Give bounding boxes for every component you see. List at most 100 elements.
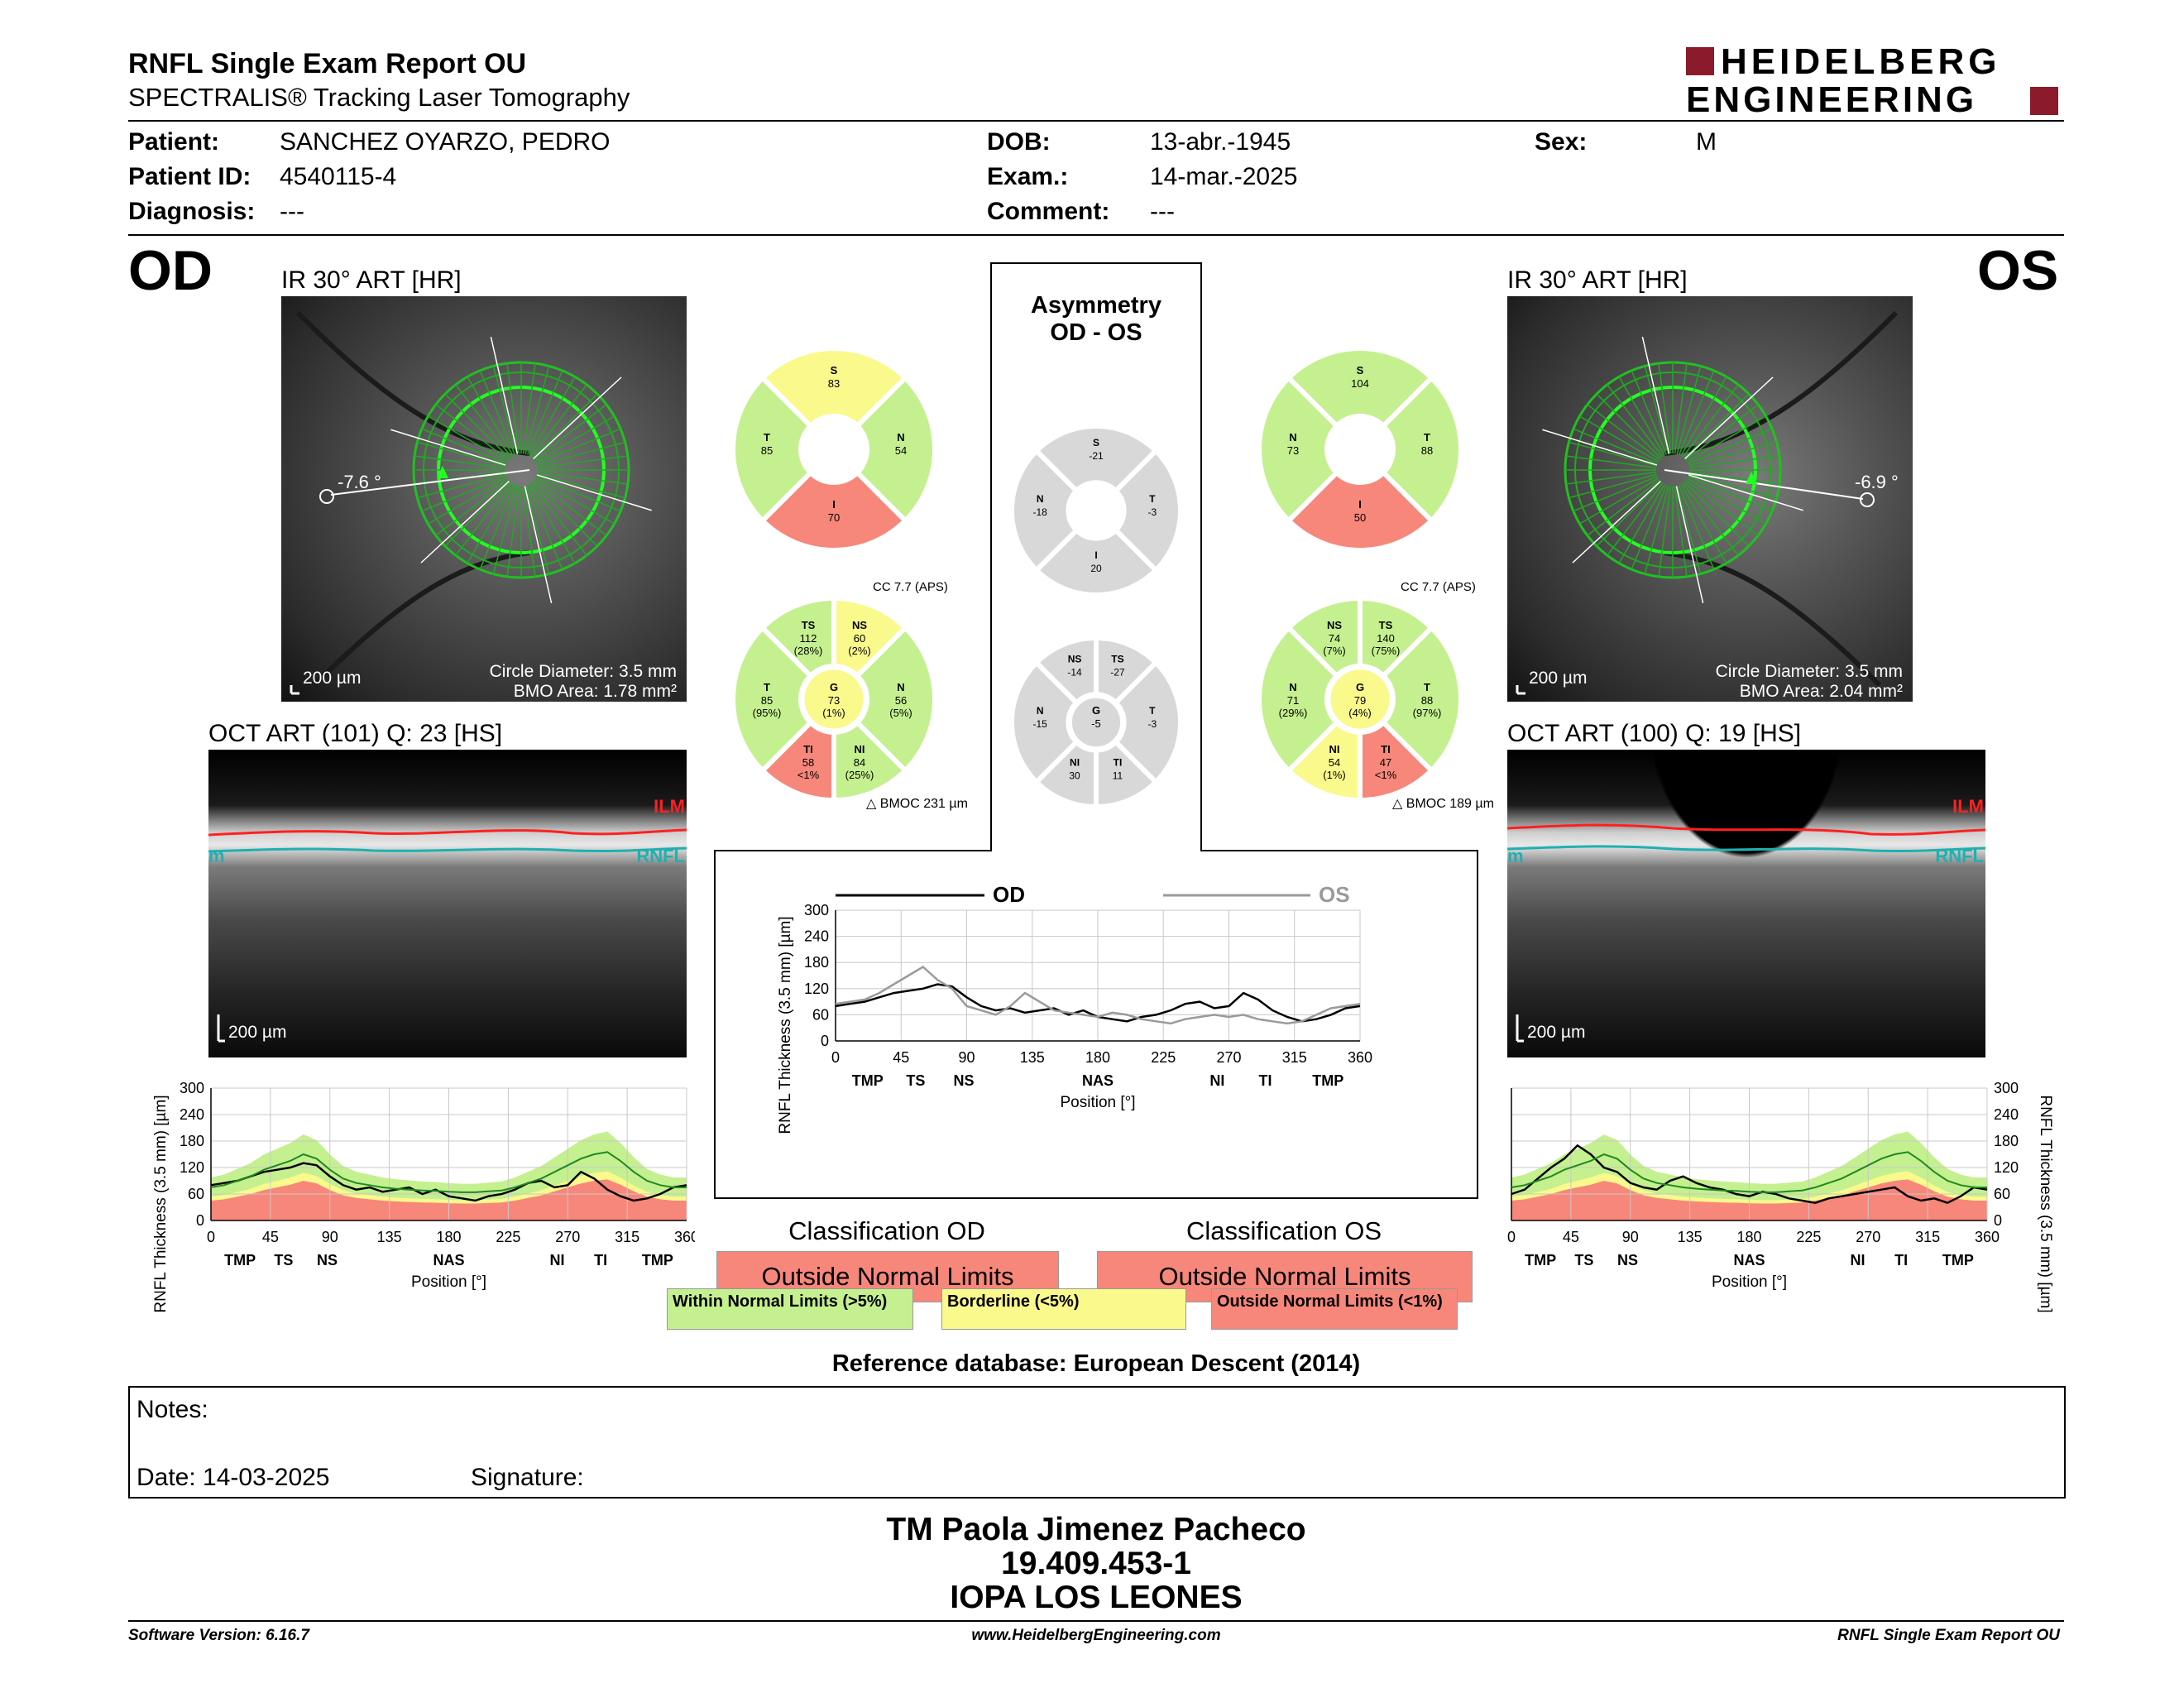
x-tick-label: 135: [1678, 1229, 1703, 1245]
od6-sector-ns-value: 60: [854, 632, 865, 645]
os-classification-title: Classification OS: [1185, 1216, 1382, 1245]
os-bmo-area: BMO Area: 2.04 mm²: [1739, 682, 1903, 701]
region-label: NS: [317, 1252, 338, 1268]
asym6-sector-t: [1112, 659, 1183, 786]
os-rnfl-edge-label: m: [1507, 846, 1524, 866]
legend-outside-label: Outside Normal Limits (<1%): [1217, 1292, 1443, 1311]
divider: [128, 1620, 2064, 1622]
od6-sector-g-pct: (1%): [822, 707, 845, 719]
os4-sector-n-value: 73: [1287, 444, 1299, 457]
asym4-sector-t-label: T: [1149, 493, 1156, 505]
exam-date: 14-mar.-2025: [1150, 163, 1298, 190]
os6-sector-ti-value: 47: [1380, 756, 1391, 769]
patient-name: SANCHEZ OYARZO, PEDRO: [280, 128, 611, 156]
od6-sector-ni-label: NI: [854, 743, 864, 755]
signer-place: IOPA LOS LEONES: [950, 1580, 1243, 1615]
region-label: TI: [1894, 1252, 1908, 1268]
x-tick-label: 270: [555, 1229, 580, 1245]
od6-sector-ti-value: 58: [802, 756, 814, 769]
od6-sector-ts-value: 112: [800, 632, 817, 645]
od6-sector-t-value: 85: [761, 694, 773, 707]
y-tick-label: 60: [1994, 1186, 2010, 1202]
od-fundus-overlay: [290, 310, 652, 695]
series-line-od: [210, 1162, 687, 1202]
od4-sector-n: [854, 374, 937, 525]
od-oct-title: OCT ART (101) Q: 23 [HS]: [208, 720, 503, 747]
asym6-sector-ns-value: -14: [1067, 666, 1082, 678]
od4-sector-t-label: T: [764, 431, 770, 444]
y-tick-label: 0: [196, 1212, 204, 1229]
series-line-os: [1511, 1144, 1988, 1205]
os4-sector-i: [1285, 469, 1435, 553]
patient-id: 4540115-4: [280, 163, 397, 190]
x-tick-label: 315: [615, 1229, 639, 1245]
y-tick-label: 0: [1994, 1212, 2002, 1229]
od-bmo-area: BMO Area: 1.78 mm²: [513, 682, 677, 701]
od-ilm-label: ILM: [654, 796, 685, 817]
os6-sector-ti-pct: <1%: [1375, 769, 1397, 781]
triangle-icon: △: [866, 797, 877, 811]
od4-sector-s: [759, 346, 909, 429]
os6-sector-ts-label: TS: [1379, 619, 1393, 631]
x-tick-label: 180: [436, 1229, 461, 1245]
series-line-os: [835, 965, 1361, 1025]
os6-sector-g: [1328, 667, 1392, 731]
os6-sector-ns: [1285, 596, 1363, 679]
os-eye-label: OS: [1977, 239, 2059, 302]
region-label: NI: [1209, 1072, 1224, 1089]
asymmetry-rnfl-chart: 0 60 120 180 240 300 0 45 90 135 180 225 270 315 360 TM…: [777, 885, 1372, 1134]
x-tick-label: 90: [322, 1229, 338, 1245]
footer-url[interactable]: www.HeidelbergEngineering.com: [971, 1627, 1221, 1644]
od-fundus-image: -7.6 ° 200 µm Circle Diameter: 3.5 mm BM…: [281, 296, 687, 702]
y-tick-label: 300: [804, 902, 829, 918]
os4-sector-s-label: S: [1357, 364, 1364, 376]
os6-sector-ti-label: TI: [1381, 743, 1391, 755]
od4-sector-i-value: 70: [828, 511, 840, 524]
y-tick-label: 180: [1994, 1133, 2019, 1149]
os4-sector-n-label: N: [1289, 431, 1296, 444]
os-ilm-label: ILM: [1952, 796, 1984, 817]
signature-label: Signature:: [471, 1464, 584, 1491]
od-bmoc-value: BMOC 231 µm: [879, 797, 968, 811]
os-scale: 200 µm: [1529, 669, 1588, 688]
asym4-sector-i-value: 20: [1090, 563, 1102, 574]
asym6-sector-ts-label: TS: [1111, 653, 1123, 664]
asym6-sector-ni-value: 30: [1069, 770, 1080, 782]
legend-within-label: Within Normal Limits (>5%): [673, 1292, 888, 1311]
os-ir-title: IR 30° ART [HR]: [1507, 266, 1688, 294]
notes-box[interactable]: Notes: Date: 14-03-2025 Signature:: [128, 1386, 2066, 1499]
os-bmoc: △ BMOC 189 µm: [1392, 795, 1494, 812]
os6-sector-ns-label: NS: [1327, 619, 1342, 631]
signer-block: TM Paola Jimenez Pacheco 19.409.453-1 IO…: [0, 1513, 2184, 1614]
triangle-icon: △: [1392, 797, 1403, 811]
os6-sector-ni-label: NI: [1329, 743, 1340, 755]
od6-sector-n: [854, 624, 937, 774]
footer-report-name: RNFL Single Exam Report OU: [1837, 1627, 2060, 1644]
asym4-sector-n-label: N: [1037, 493, 1044, 505]
asym6-sector-n-value: -15: [1033, 718, 1048, 730]
od6-sector-ts-label: TS: [802, 619, 816, 631]
od-oct-scale: 200 µm: [228, 1023, 287, 1042]
x-tick-label: 0: [1507, 1229, 1516, 1245]
signer-name: TM Paola Jimenez Pacheco: [886, 1512, 1306, 1547]
os6-sector-n: [1257, 624, 1340, 774]
od-circle-diameter: Circle Diameter: 3.5 mm: [489, 662, 677, 681]
os6-sector-n-value: 71: [1287, 694, 1299, 707]
os-fundus-overlay: [1516, 310, 1899, 695]
asym6-sector-ti-value: 11: [1113, 770, 1123, 782]
x-tick-label: 315: [1282, 1049, 1307, 1066]
asym4-sector-n: [1009, 447, 1080, 574]
y-tick-label: 60: [188, 1186, 204, 1202]
os6-sector-t: [1380, 624, 1463, 774]
od6-sector-ns: [831, 596, 909, 679]
od4-sector-i-label: I: [832, 498, 836, 511]
os6-sector-t-pct: (97%): [1413, 707, 1442, 719]
series-line-normal_mean: [210, 1151, 687, 1193]
y-tick-label: 0: [821, 1033, 829, 1049]
asym6-sector-t-label: T: [1149, 705, 1156, 717]
asymmetry-title: Asymmetry: [1031, 292, 1161, 319]
legend-os-label: OS: [1319, 885, 1350, 907]
